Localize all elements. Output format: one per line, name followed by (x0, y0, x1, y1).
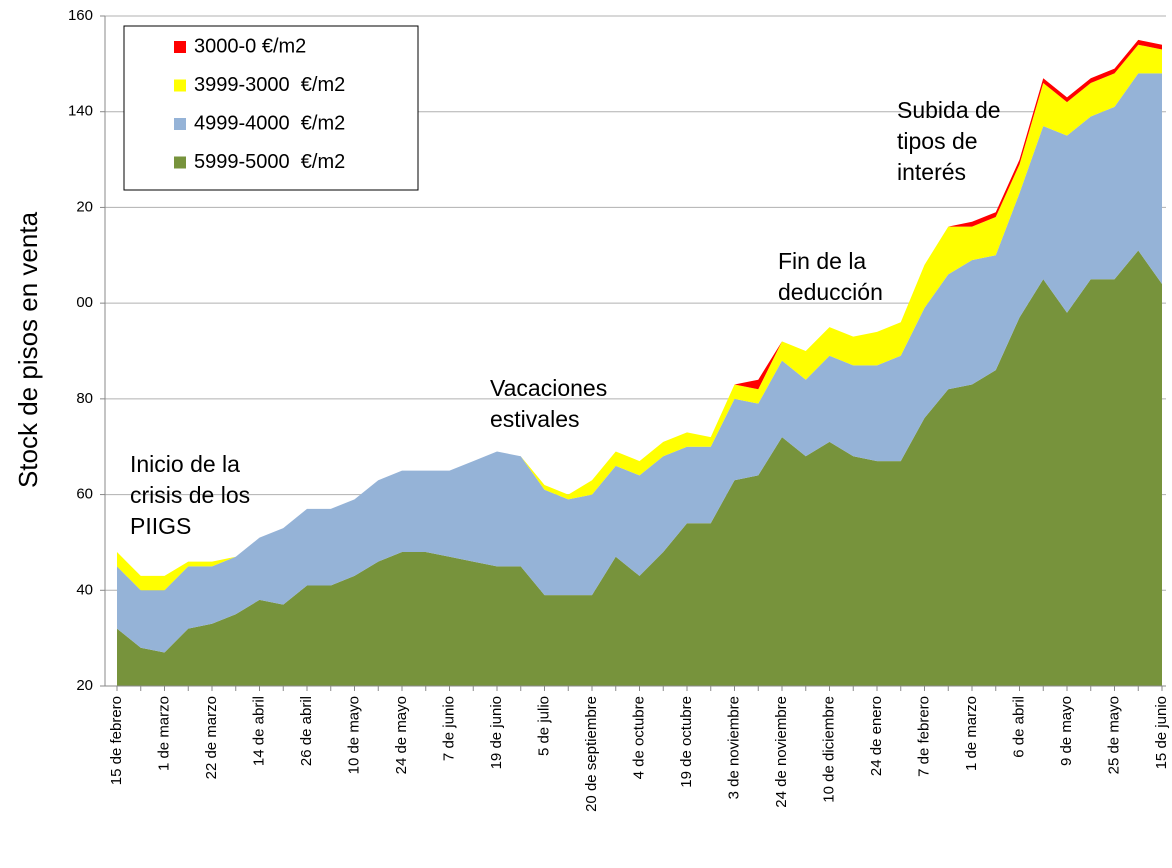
annotation: crisis de los (130, 482, 250, 508)
legend-swatch (174, 79, 186, 92)
annotation: estivales (490, 406, 579, 432)
x-tick-label: 24 de mayo (393, 696, 410, 774)
y-tick-label: 60 (76, 486, 93, 503)
area (117, 39, 1162, 576)
annotation: tipos de (897, 128, 978, 154)
x-tick-label: 25 de mayo (1105, 696, 1122, 774)
y-tick-label: 20 (76, 198, 93, 215)
legend-swatch (174, 41, 186, 53)
y-tick-label: 160 (68, 7, 93, 24)
x-tick-label: 7 de junio (440, 696, 457, 761)
y-axis-label: Stock de pisos en venta (13, 211, 43, 488)
x-tick-label: 1 de marzo (963, 696, 980, 771)
area (117, 73, 1162, 653)
y-tick-label: 20 (76, 677, 93, 694)
y-tick-label: 00 (76, 294, 93, 311)
x-tick-label: 24 de noviembre (773, 696, 790, 808)
legend-label: 3000-0 €/m2 (194, 35, 306, 57)
x-tick-label: 5 de julio (535, 696, 552, 756)
annotation: Vacaciones (490, 375, 607, 401)
area (117, 250, 1162, 686)
annotation: deducción (778, 279, 883, 305)
x-tick-label: 4 de octubre (630, 696, 647, 779)
x-tick-label: 7 de febrero (915, 696, 932, 777)
x-tick-label: 22 de marzo (203, 696, 220, 779)
x-tick-label: 3 de noviembre (725, 696, 742, 799)
x-tick-label: 9 de mayo (1058, 696, 1075, 766)
x-tick-label: 14 de abril (250, 696, 267, 766)
annotation: Fin de la (778, 248, 866, 274)
x-tick-label: 20 de septiembre (583, 696, 600, 812)
area (117, 44, 1162, 591)
y-tick-label: 80 (76, 390, 93, 407)
x-tick-label: 26 de abril (298, 696, 315, 766)
x-tick-label: 19 de octubre (678, 696, 695, 788)
annotation: PIIGS (130, 513, 191, 539)
annotation: interés (897, 159, 966, 185)
legend-label: 5999-5000 €/m2 (194, 151, 345, 173)
x-tick-label: 24 de enero (868, 696, 885, 776)
legend-label: 3999-3000 €/m2 (194, 74, 345, 96)
y-tick-label: 140 (68, 103, 93, 120)
y-tick-label: 40 (76, 581, 93, 598)
x-tick-label: 10 de diciembre (820, 696, 837, 803)
x-tick-label: 15 de junio (1153, 696, 1170, 769)
annotation: Subida de (897, 97, 1001, 123)
legend-label: 4999-4000 €/m2 (194, 112, 345, 134)
x-tick-label: 19 de junio (488, 696, 505, 769)
legend-box (123, 25, 419, 191)
x-tick-label: 1 de marzo (155, 696, 172, 771)
legend-swatch (174, 118, 186, 130)
x-tick-label: 10 de mayo (345, 696, 362, 774)
x-tick-label: 15 de febrero (108, 696, 125, 785)
annotation: Inicio de la (130, 451, 240, 477)
legend-swatch (174, 156, 186, 169)
x-tick-label: 6 de abril (1010, 696, 1027, 758)
